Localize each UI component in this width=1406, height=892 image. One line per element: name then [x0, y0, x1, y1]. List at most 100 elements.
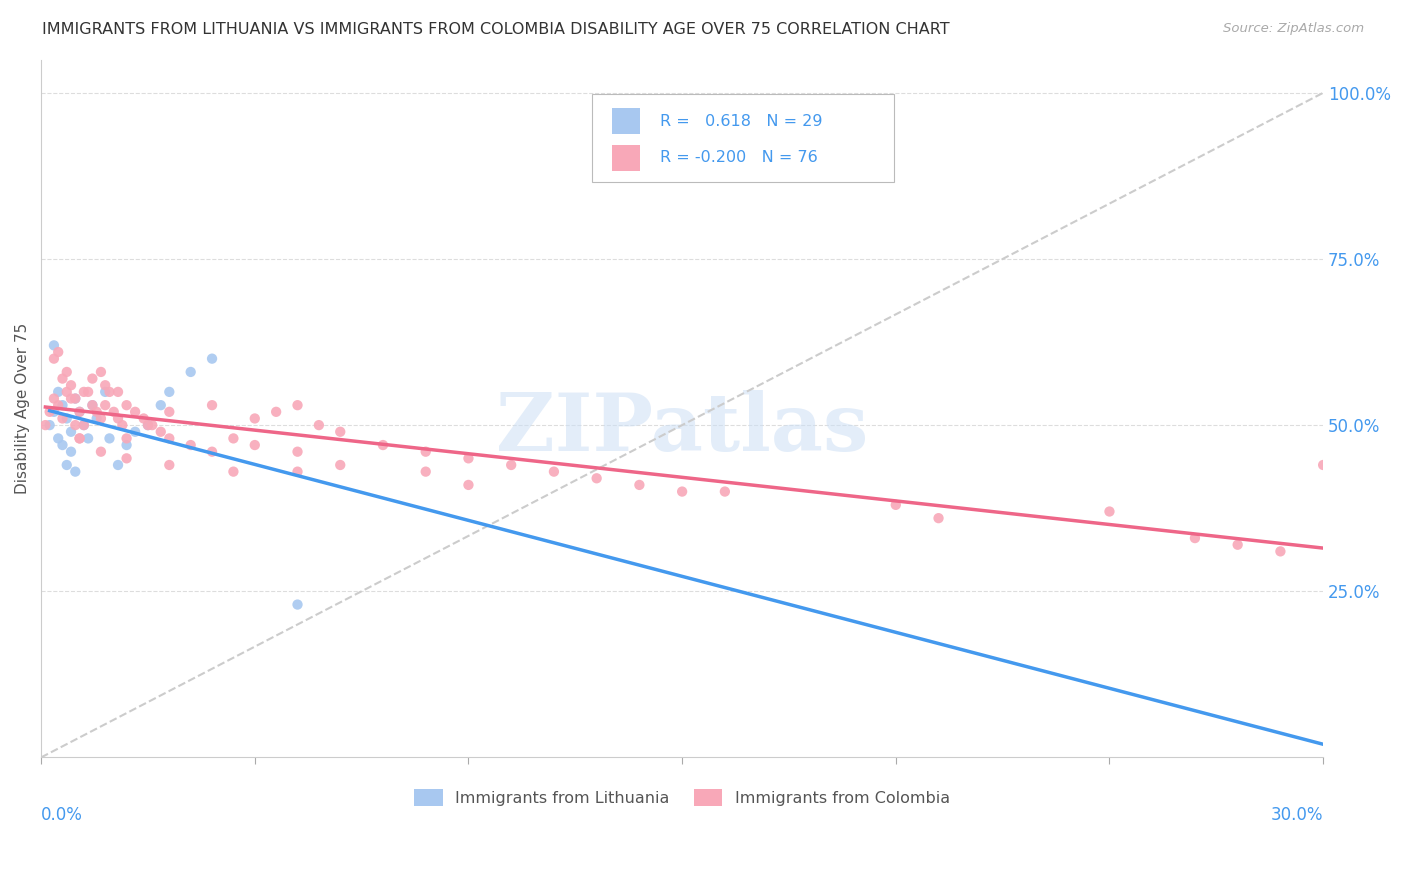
Point [51, 438, 73, 452]
Point [73, 418, 96, 433]
Point [115, 398, 138, 412]
Point [55, 384, 77, 399]
Point [90, 444, 112, 458]
Point [115, 431, 138, 445]
Point [55, 458, 77, 472]
Point [60, 392, 83, 406]
Point [287, 444, 309, 458]
Point [457, 478, 479, 492]
Point [65, 392, 87, 406]
Point [34, 418, 56, 433]
Point [180, 438, 202, 452]
Text: IMMIGRANTS FROM LITHUANIA VS IMMIGRANTS FROM COLOMBIA DISABILITY AGE OVER 75 COR: IMMIGRANTS FROM LITHUANIA VS IMMIGRANTS … [42, 22, 950, 37]
Point [201, 351, 224, 366]
Point [82, 398, 104, 412]
Point [1226, 538, 1249, 552]
Point [86, 405, 108, 419]
Point [415, 465, 437, 479]
Point [714, 484, 737, 499]
Point [46, 431, 69, 445]
Point [65, 465, 87, 479]
Point [65, 392, 87, 406]
Legend: Immigrants from Lithuania, Immigrants from Colombia: Immigrants from Lithuania, Immigrants fr… [408, 783, 956, 813]
Point [111, 418, 134, 433]
Point [51, 371, 73, 385]
Point [141, 418, 163, 433]
Point [928, 511, 950, 525]
Point [60, 425, 83, 439]
Point [38, 418, 60, 433]
Point [94, 378, 117, 392]
Y-axis label: Disability Age Over 75: Disability Age Over 75 [15, 323, 30, 494]
Point [82, 371, 104, 385]
Point [1098, 504, 1121, 518]
Point [1312, 458, 1334, 472]
Point [46, 384, 69, 399]
Text: R = -0.200   N = 76: R = -0.200 N = 76 [661, 151, 818, 166]
Point [149, 425, 172, 439]
Text: R =   0.618   N = 29: R = 0.618 N = 29 [661, 113, 823, 128]
Point [329, 458, 352, 472]
Point [124, 425, 146, 439]
Point [55, 365, 77, 379]
FancyBboxPatch shape [612, 108, 640, 135]
Point [136, 418, 159, 433]
Point [136, 418, 159, 433]
Point [180, 365, 202, 379]
Point [51, 398, 73, 412]
Point [457, 451, 479, 466]
Point [543, 465, 565, 479]
Point [103, 405, 125, 419]
Point [287, 598, 309, 612]
Point [69, 431, 91, 445]
Point [107, 384, 129, 399]
Point [38, 405, 60, 419]
Point [77, 431, 100, 445]
Point [243, 411, 266, 425]
Point [51, 411, 73, 425]
Point [86, 411, 108, 425]
Point [69, 431, 91, 445]
Point [201, 444, 224, 458]
Point [132, 411, 155, 425]
Point [73, 418, 96, 433]
Point [55, 411, 77, 425]
Point [124, 405, 146, 419]
Point [46, 345, 69, 359]
Point [371, 438, 394, 452]
Point [107, 411, 129, 425]
Point [287, 398, 309, 412]
Point [42, 338, 65, 352]
Point [1270, 544, 1292, 558]
Point [671, 484, 693, 499]
Point [60, 444, 83, 458]
Point [60, 378, 83, 392]
Point [69, 405, 91, 419]
Point [90, 365, 112, 379]
Point [82, 398, 104, 412]
Point [73, 384, 96, 399]
Point [149, 398, 172, 412]
Point [415, 444, 437, 458]
Point [46, 398, 69, 412]
Point [115, 438, 138, 452]
Point [157, 384, 180, 399]
Point [94, 398, 117, 412]
Point [107, 458, 129, 472]
Point [98, 384, 121, 399]
Point [65, 418, 87, 433]
Point [1184, 531, 1206, 545]
Point [77, 384, 100, 399]
Point [201, 398, 224, 412]
FancyBboxPatch shape [612, 145, 640, 171]
Point [90, 411, 112, 425]
Point [329, 425, 352, 439]
Point [157, 405, 180, 419]
Point [585, 471, 607, 485]
Point [628, 478, 651, 492]
Point [308, 418, 330, 433]
Point [157, 458, 180, 472]
Point [222, 465, 245, 479]
Point [264, 405, 287, 419]
Text: ZIPatlas: ZIPatlas [496, 391, 869, 468]
